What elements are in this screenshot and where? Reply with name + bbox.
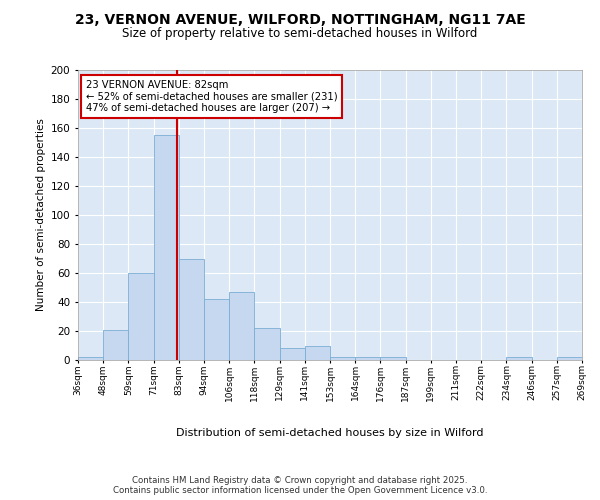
Bar: [229, 292, 254, 360]
Bar: [355, 357, 380, 360]
Bar: [280, 348, 305, 360]
Bar: [380, 357, 406, 360]
Text: 23 VERNON AVENUE: 82sqm
← 52% of semi-detached houses are smaller (231)
47% of s: 23 VERNON AVENUE: 82sqm ← 52% of semi-de…: [86, 80, 337, 114]
Bar: [78, 357, 103, 360]
Bar: [330, 357, 355, 360]
Text: Contains HM Land Registry data © Crown copyright and database right 2025.
Contai: Contains HM Land Registry data © Crown c…: [113, 476, 487, 495]
Bar: [254, 328, 280, 360]
Text: Size of property relative to semi-detached houses in Wilford: Size of property relative to semi-detach…: [122, 28, 478, 40]
Bar: [103, 330, 128, 360]
Bar: [557, 357, 582, 360]
Bar: [128, 273, 154, 360]
Text: 23, VERNON AVENUE, WILFORD, NOTTINGHAM, NG11 7AE: 23, VERNON AVENUE, WILFORD, NOTTINGHAM, …: [74, 12, 526, 26]
Bar: [506, 357, 532, 360]
Y-axis label: Number of semi-detached properties: Number of semi-detached properties: [37, 118, 46, 312]
Bar: [305, 346, 330, 360]
Bar: [179, 258, 204, 360]
Bar: [154, 135, 179, 360]
Bar: [204, 299, 229, 360]
Text: Distribution of semi-detached houses by size in Wilford: Distribution of semi-detached houses by …: [176, 428, 484, 438]
